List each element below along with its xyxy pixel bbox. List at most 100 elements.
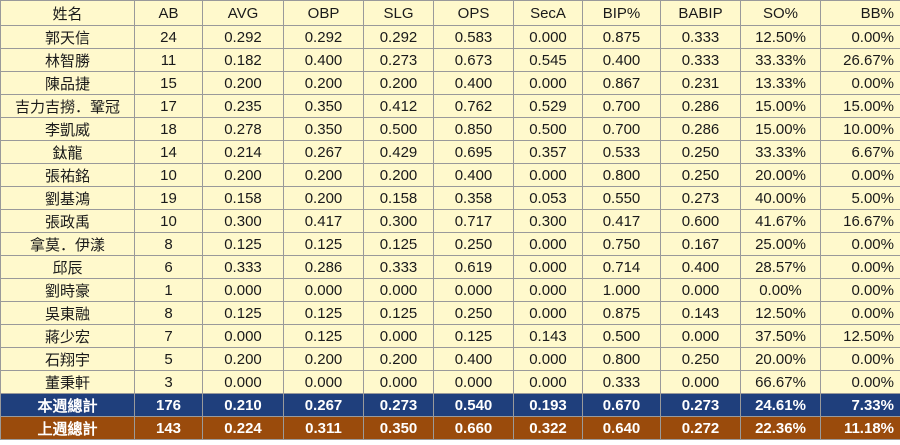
cell-avg: 0.210 (202, 393, 284, 417)
cell-name: 吳東融 (0, 301, 135, 325)
cell-so-pct: 15.00% (740, 117, 821, 141)
cell-name: 陳品捷 (0, 71, 135, 95)
cell-obp: 0.125 (283, 324, 364, 348)
cell-ops: 0.540 (433, 393, 514, 417)
player-row: 張政禹 10 0.300 0.417 0.300 0.717 0.300 0.417 0.600… (0, 209, 900, 233)
cell-slg: 0.125 (363, 301, 434, 325)
player-row: 邱辰 6 0.333 0.286 0.333 0.619 0.000 0.714 0.400 28… (0, 255, 900, 279)
cell-so-pct: 33.33% (740, 48, 821, 72)
cell-seca: 0.000 (513, 255, 583, 279)
cell-seca: 0.357 (513, 140, 583, 164)
cell-ab: 6 (134, 255, 203, 279)
cell-bb-pct: 0.00% (820, 163, 900, 187)
cell-bb-pct: 26.67% (820, 48, 900, 72)
cell-ab: 8 (134, 232, 203, 256)
cell-so-pct: 40.00% (740, 186, 821, 210)
cell-ab: 14 (134, 140, 203, 164)
cell-slg: 0.412 (363, 94, 434, 118)
cell-obp: 0.400 (283, 48, 364, 72)
player-rows: 郭天信 24 0.292 0.292 0.292 0.583 0.000 0.875 0.333… (0, 25, 900, 394)
cell-obp: 0.286 (283, 255, 364, 279)
cell-babip: 0.250 (660, 163, 741, 187)
cell-slg: 0.429 (363, 140, 434, 164)
cell-bip-pct: 1.000 (582, 278, 661, 302)
cell-babip: 0.000 (660, 278, 741, 302)
total-rows: 本週總計 176 0.210 0.267 0.273 0.540 0.193 0.670 0.2… (0, 393, 900, 440)
player-row: 李凱威 18 0.278 0.350 0.500 0.850 0.500 0.700 0.286… (0, 117, 900, 141)
cell-so-pct: 33.33% (740, 140, 821, 164)
header-row: 姓名 AB AVG OBP SLG OPS SecA BIP% BABIP SO… (0, 0, 900, 26)
header-ops: OPS (433, 0, 514, 26)
cell-babip: 0.000 (660, 370, 741, 394)
cell-bip-pct: 0.867 (582, 71, 661, 95)
cell-obp: 0.200 (283, 71, 364, 95)
cell-so-pct: 28.57% (740, 255, 821, 279)
cell-name: 上週總計 (0, 416, 135, 440)
cell-slg: 0.200 (363, 347, 434, 371)
cell-name: 張祐銘 (0, 163, 135, 187)
cell-bb-pct: 0.00% (820, 71, 900, 95)
cell-seca: 0.322 (513, 416, 583, 440)
cell-babip: 0.250 (660, 347, 741, 371)
cell-avg: 0.125 (202, 232, 284, 256)
cell-babip: 0.000 (660, 324, 741, 348)
cell-babip: 0.273 (660, 186, 741, 210)
cell-so-pct: 37.50% (740, 324, 821, 348)
cell-obp: 0.311 (283, 416, 364, 440)
cell-obp: 0.200 (283, 186, 364, 210)
cell-slg: 0.200 (363, 163, 434, 187)
cell-avg: 0.000 (202, 278, 284, 302)
cell-obp: 0.125 (283, 232, 364, 256)
cell-avg: 0.224 (202, 416, 284, 440)
cell-avg: 0.182 (202, 48, 284, 72)
cell-ops: 0.850 (433, 117, 514, 141)
cell-ab: 176 (134, 393, 203, 417)
cell-seca: 0.000 (513, 163, 583, 187)
cell-babip: 0.143 (660, 301, 741, 325)
header-name: 姓名 (0, 0, 135, 26)
cell-babip: 0.286 (660, 94, 741, 118)
cell-seca: 0.529 (513, 94, 583, 118)
player-row: 董秉軒 3 0.000 0.000 0.000 0.000 0.000 0.333 0.000 6… (0, 370, 900, 394)
cell-so-pct: 22.36% (740, 416, 821, 440)
cell-bb-pct: 11.18% (820, 416, 900, 440)
cell-ops: 0.762 (433, 94, 514, 118)
cell-obp: 0.350 (283, 94, 364, 118)
cell-ab: 15 (134, 71, 203, 95)
cell-ab: 11 (134, 48, 203, 72)
cell-slg: 0.000 (363, 324, 434, 348)
header-so-pct: SO% (740, 0, 821, 26)
cell-seca: 0.143 (513, 324, 583, 348)
cell-ops: 0.695 (433, 140, 514, 164)
cell-avg: 0.200 (202, 347, 284, 371)
cell-ops: 0.673 (433, 48, 514, 72)
cell-bip-pct: 0.400 (582, 48, 661, 72)
cell-name: 董秉軒 (0, 370, 135, 394)
cell-seca: 0.000 (513, 25, 583, 49)
cell-babip: 0.600 (660, 209, 741, 233)
cell-name: 李凱威 (0, 117, 135, 141)
cell-bip-pct: 0.333 (582, 370, 661, 394)
cell-babip: 0.272 (660, 416, 741, 440)
cell-ab: 24 (134, 25, 203, 49)
cell-ab: 10 (134, 209, 203, 233)
cell-babip: 0.250 (660, 140, 741, 164)
cell-obp: 0.200 (283, 347, 364, 371)
cell-so-pct: 15.00% (740, 94, 821, 118)
cell-avg: 0.200 (202, 163, 284, 187)
cell-seca: 0.500 (513, 117, 583, 141)
cell-ab: 1 (134, 278, 203, 302)
cell-avg: 0.333 (202, 255, 284, 279)
player-row: 石翔宇 5 0.200 0.200 0.200 0.400 0.000 0.800 0.250 2… (0, 347, 900, 371)
player-row: 鈦龍 14 0.214 0.267 0.429 0.695 0.357 0.533 0.250 3… (0, 140, 900, 164)
cell-so-pct: 25.00% (740, 232, 821, 256)
cell-ops: 0.250 (433, 301, 514, 325)
cell-bb-pct: 0.00% (820, 347, 900, 371)
cell-seca: 0.193 (513, 393, 583, 417)
cell-so-pct: 24.61% (740, 393, 821, 417)
cell-bip-pct: 0.700 (582, 117, 661, 141)
cell-so-pct: 20.00% (740, 163, 821, 187)
cell-ops: 0.583 (433, 25, 514, 49)
cell-name: 邱辰 (0, 255, 135, 279)
cell-obp: 0.000 (283, 370, 364, 394)
